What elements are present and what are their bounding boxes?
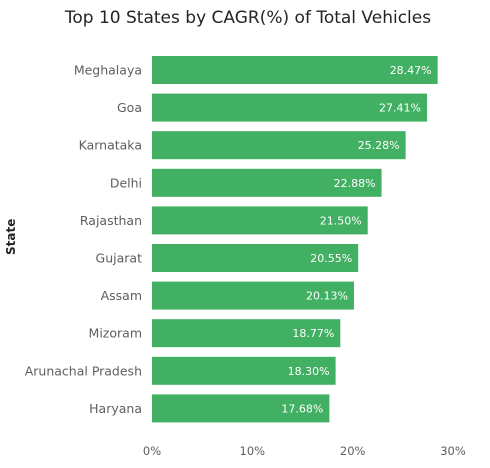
bar-karnataka[interactable] <box>152 131 406 160</box>
category-label: Arunachal Pradesh <box>25 363 142 378</box>
data-label: 22.88% <box>334 177 376 190</box>
category-label: Goa <box>117 100 142 115</box>
data-label: 18.77% <box>292 327 334 340</box>
bar-meghalaya[interactable] <box>152 56 438 84</box>
data-label: 18.30% <box>288 365 330 378</box>
data-label: 21.50% <box>320 214 362 227</box>
data-label: 27.41% <box>379 102 421 115</box>
category-label: Karnataka <box>79 138 142 153</box>
bar-gujarat[interactable] <box>152 244 359 272</box>
x-tick-label: 0% <box>143 444 161 458</box>
category-label: Gujarat <box>96 251 143 266</box>
data-label: 28.47% <box>390 64 432 77</box>
bar-assam[interactable] <box>152 281 354 310</box>
category-label: Mizoram <box>89 326 142 341</box>
x-tick-label: 10% <box>240 444 266 458</box>
x-tick-label: 20% <box>340 444 366 458</box>
data-label: 25.28% <box>358 139 400 152</box>
chart-title: Top 10 States by CAGR(%) of Total Vehicl… <box>64 8 432 28</box>
bar-haryana[interactable] <box>152 394 330 423</box>
bar-rajasthan[interactable] <box>152 206 368 235</box>
bar-arunachal-pradesh[interactable] <box>152 356 336 385</box>
data-label: 17.68% <box>281 402 323 415</box>
bar-goa[interactable] <box>152 93 428 122</box>
bar-mizoram[interactable] <box>152 319 341 348</box>
data-label: 20.13% <box>306 290 348 303</box>
category-label: Delhi <box>110 175 142 190</box>
category-label: Rajasthan <box>80 213 142 228</box>
category-label: Assam <box>101 288 142 303</box>
bar-delhi[interactable] <box>152 168 382 197</box>
x-tick-label: 30% <box>440 444 466 458</box>
data-label: 20.55% <box>310 252 352 265</box>
category-label: Meghalaya <box>74 63 142 78</box>
category-label: Haryana <box>89 401 142 416</box>
